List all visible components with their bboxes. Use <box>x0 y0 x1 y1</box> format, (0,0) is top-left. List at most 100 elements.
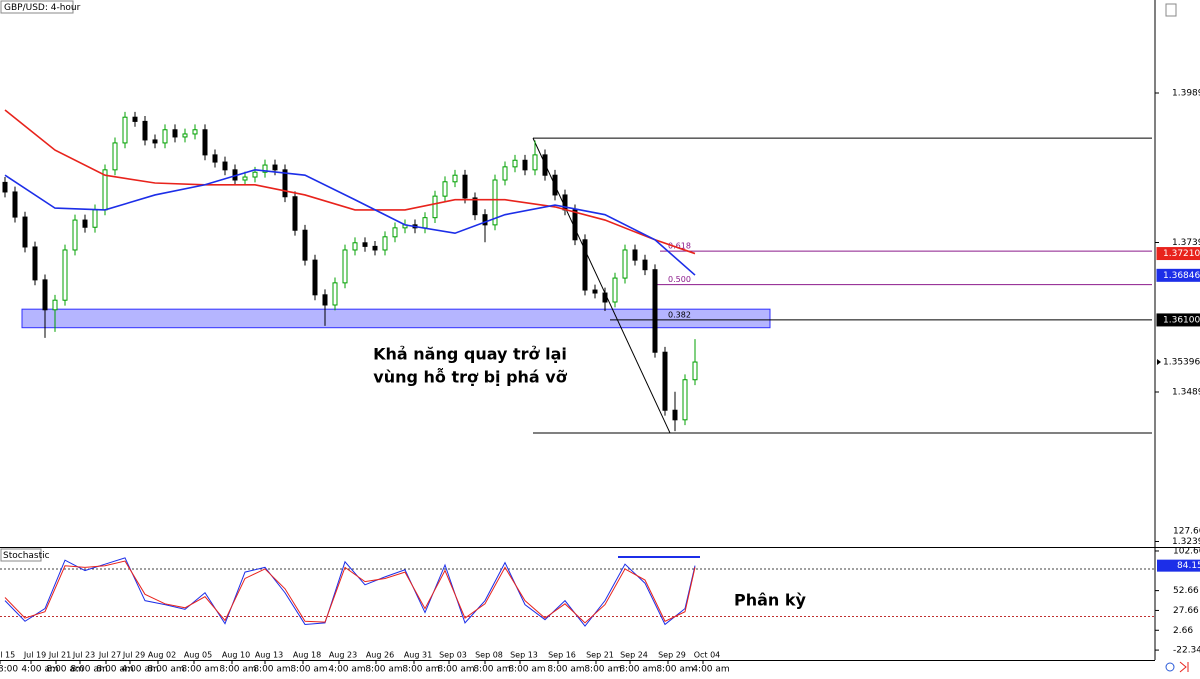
candle-body <box>142 120 148 141</box>
candle-body <box>62 249 68 301</box>
x-tick-date: Jul 15 <box>0 651 15 660</box>
price-arrow <box>1157 359 1161 366</box>
x-tick-time: 8:00 am <box>365 665 402 675</box>
price-marker-label: 1.37210 <box>1163 249 1200 259</box>
candle-body <box>312 259 318 296</box>
stochastic-line <box>4 557 696 627</box>
candle-body <box>222 161 228 171</box>
x-tick-date: Jul 23 <box>72 651 95 660</box>
x-tick-date: Aug 26 <box>366 651 394 660</box>
indicator-title: Stochastic <box>3 551 50 561</box>
x-tick-time: 8:00 am <box>584 665 621 675</box>
y-tick-label: 1.37395 <box>1172 238 1200 248</box>
candle-body <box>522 159 528 171</box>
indicator-annotation: Phân kỳ <box>734 591 807 610</box>
x-tick-date: Aug 13 <box>255 651 283 660</box>
indicator-tick-label: 27.66 <box>1173 606 1199 616</box>
x-tick-date: Oct 04 <box>694 651 721 660</box>
indicator-tick-label: 102.66 <box>1173 546 1200 556</box>
x-tick-date: Sep 03 <box>439 651 467 660</box>
candle-body <box>2 181 8 193</box>
candle-body <box>672 409 678 421</box>
fib-label: 0.500 <box>668 275 691 284</box>
candle-body <box>52 299 58 311</box>
candle-body <box>242 176 248 181</box>
x-tick-time: 8:00 am <box>473 665 510 675</box>
corner-icons[interactable] <box>1165 661 1189 673</box>
candle-body <box>172 129 178 138</box>
candle-body <box>12 191 18 218</box>
candle-body <box>602 292 608 303</box>
x-tick-time: 8:00 am <box>290 665 327 675</box>
x-tick-date: Jul 21 <box>48 651 71 660</box>
candle-body <box>272 164 278 171</box>
candle-body <box>692 361 698 381</box>
candle-body <box>442 181 448 197</box>
x-tick-time: 8:00 am <box>656 665 693 675</box>
indicator-tick-label: 2.66 <box>1173 626 1193 636</box>
x-tick-time: 8:00 am <box>147 665 184 675</box>
icon[interactable] <box>1165 662 1175 672</box>
indicator-title-box <box>0 548 42 562</box>
candle-body <box>532 154 538 171</box>
candle-body <box>482 214 488 226</box>
candle-body <box>372 245 378 251</box>
chart-title: GBP/USD: 4-hour <box>4 3 81 13</box>
candle-body <box>682 379 688 421</box>
x-tick-time: 4:00 am <box>692 665 729 675</box>
indicator-tick-label: -22.34 <box>1173 646 1200 656</box>
icon[interactable] <box>1179 661 1189 673</box>
x-tick-date: Aug 23 <box>329 651 357 660</box>
candle-body <box>662 351 668 411</box>
candle-body <box>542 154 548 176</box>
candle-body <box>42 279 48 311</box>
price-marker <box>1156 247 1200 261</box>
x-tick-time: 8:00 am <box>619 665 656 675</box>
stochastic-line <box>4 560 696 624</box>
x-tick-time: 8:00 am <box>70 665 107 675</box>
candle-body <box>362 242 368 247</box>
candle-body <box>432 195 438 219</box>
candle-body <box>22 216 28 248</box>
indicator-marker-label: 84.15 <box>1177 561 1200 571</box>
x-tick-time: 4:00 am <box>121 665 158 675</box>
price-marker <box>1156 268 1200 282</box>
candle-body <box>32 246 38 281</box>
candle-body <box>292 196 298 231</box>
candle-body <box>342 249 348 284</box>
y-tick-label: 1.39895 <box>1172 88 1200 98</box>
candle-body <box>502 166 508 181</box>
x-tick-time: 8:00 am <box>402 665 439 675</box>
candle-body <box>332 282 338 306</box>
x-tick-time: 8:00 am <box>96 665 133 675</box>
x-tick-time: 8:00 am <box>253 665 290 675</box>
x-tick-date: Jul 27 <box>98 651 121 660</box>
candle-body <box>462 174 468 199</box>
x-tick-date: Sep 13 <box>510 651 538 660</box>
candle-body <box>162 129 168 144</box>
candle-body <box>302 229 308 261</box>
candle-body <box>552 174 558 196</box>
candle-body <box>572 209 578 241</box>
x-tick-date: Jul 29 <box>122 651 145 660</box>
candle-body <box>612 277 618 303</box>
candle-body <box>122 116 128 144</box>
y-tick-label: 1.34895 <box>1172 387 1200 397</box>
candle-body <box>472 197 478 216</box>
x-tick-time: 8:00 am <box>547 665 584 675</box>
fib-label: 0.382 <box>668 310 691 319</box>
price-marker-label: 1.35396 <box>1163 358 1200 368</box>
x-tick-date: Sep 08 <box>475 651 503 660</box>
x-tick-date: Sep 24 <box>620 651 648 660</box>
candle-body <box>152 139 158 144</box>
icon[interactable] <box>1165 3 1177 17</box>
candle-body <box>382 236 388 251</box>
candle-body <box>452 174 458 183</box>
candle-body <box>512 159 518 168</box>
x-tick-time: 4:00 am <box>328 665 365 675</box>
x-tick-date: Aug 05 <box>184 651 212 660</box>
candle-body <box>252 171 258 178</box>
